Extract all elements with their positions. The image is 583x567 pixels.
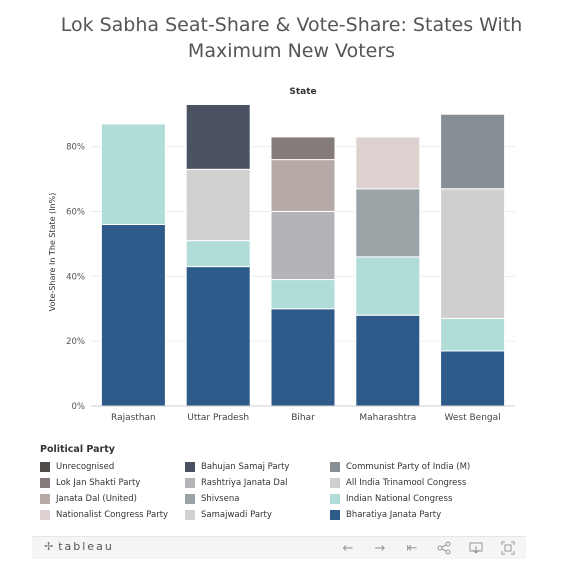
legend: Political Party Unrecognised Lok Jan Shak…	[40, 444, 560, 523]
bar-segment	[185, 240, 251, 268]
legend-item[interactable]: Bahujan Samaj Party	[185, 459, 330, 475]
legend-item[interactable]: Rashtriya Janata Dal	[185, 475, 330, 491]
chart-title-line2: Maximum New Voters	[187, 40, 396, 62]
legend-swatch	[185, 510, 195, 520]
legend-label: Shivsena	[201, 494, 240, 504]
chart-title: Lok Sabha Seat-Share & Vote-Share: State…	[0, 12, 583, 64]
legend-label: Lok Jan Shakti Party	[56, 478, 141, 488]
bar-segment	[100, 223, 166, 407]
legend-label: Indian National Congress	[346, 494, 453, 504]
legend-swatch	[185, 494, 195, 504]
legend-label: Bharatiya Janata Party	[346, 510, 442, 520]
legend-swatch	[330, 510, 340, 520]
legend-swatch	[40, 510, 50, 520]
revert-icon[interactable]: ⇤	[406, 540, 418, 556]
bar-segment	[270, 210, 336, 281]
legend-label: Unrecognised	[56, 462, 115, 472]
legend-swatch	[330, 494, 340, 504]
legend-item[interactable]: Lok Jan Shakti Party	[40, 475, 185, 491]
y-tick-label: 0%	[72, 402, 86, 412]
bar-segment	[270, 279, 336, 310]
bar-segment	[355, 256, 421, 316]
legend-title: Political Party	[40, 444, 115, 455]
legend-label: Rashtriya Janata Dal	[201, 478, 288, 488]
bar-segment	[185, 168, 251, 242]
legend-item[interactable]: Unrecognised	[40, 459, 185, 475]
legend-label: Communist Party of India (M)	[346, 462, 471, 472]
tableau-plus-icon: ✢	[44, 540, 56, 553]
legend-label: Janata Dal (United)	[56, 494, 137, 504]
tableau-toolbar: ✢ tableau ← → ⇤	[32, 536, 526, 559]
bar-segment	[270, 136, 336, 161]
x-tick-label: Rajasthan	[111, 413, 156, 423]
chart-title-line1: Lok Sabha Seat-Share & Vote-Share: State…	[60, 14, 523, 36]
toolbar-icons: ← → ⇤	[338, 539, 518, 557]
legend-item[interactable]: Indian National Congress	[330, 491, 520, 507]
legend-swatch	[330, 478, 340, 488]
undo-icon[interactable]: ←	[342, 540, 354, 556]
legend-label: Samajwadi Party	[201, 510, 272, 520]
y-tick-label: 40%	[66, 272, 85, 282]
bar-segment	[100, 123, 166, 225]
legend-swatch	[185, 462, 195, 472]
bar-chart: State 0% 20% 40% 60% 80% Vote-Share In The Sta…	[48, 87, 515, 423]
bar-segment	[355, 188, 421, 258]
bar-segment	[185, 103, 251, 170]
x-tick-label: Maharashtra	[359, 413, 416, 423]
bar-segment	[440, 188, 506, 319]
x-tick-label: West Bengal	[445, 413, 501, 423]
y-tick-label: 80%	[66, 143, 85, 153]
legend-item[interactable]: Communist Party of India (M)	[330, 459, 520, 475]
tableau-brand-text: tableau	[58, 540, 114, 553]
legend-swatch	[40, 462, 50, 472]
tableau-logo[interactable]: ✢ tableau	[44, 540, 114, 553]
x-tick-label: Uttar Pradesh	[187, 413, 249, 423]
fullscreen-icon[interactable]	[498, 539, 518, 557]
y-tick-label: 20%	[66, 337, 85, 347]
bar-segment	[270, 159, 336, 212]
bar-segment	[185, 266, 251, 407]
legend-item[interactable]: Shivsena	[185, 491, 330, 507]
bar-segment	[440, 113, 506, 190]
y-axis-label: Vote-Share In The State (In%)	[48, 193, 57, 312]
bar-segment	[355, 136, 421, 190]
legend-swatch	[40, 494, 50, 504]
bar-segment	[270, 308, 336, 407]
bar-segment	[440, 350, 506, 407]
legend-item[interactable]: Nationalist Congress Party	[40, 507, 185, 523]
bar-segment	[440, 317, 506, 352]
legend-item[interactable]: Janata Dal (United)	[40, 491, 185, 507]
legend-swatch	[330, 462, 340, 472]
legend-items: Unrecognised Lok Jan Shakti Party Janata D…	[40, 459, 560, 523]
legend-item[interactable]: Samajwadi Party	[185, 507, 330, 523]
column-header: State	[289, 87, 316, 97]
legend-swatch	[185, 478, 195, 488]
legend-item[interactable]: All India Trinamool Congress	[330, 475, 520, 491]
legend-label: Nationalist Congress Party	[56, 510, 169, 520]
share-icon[interactable]	[434, 539, 454, 557]
legend-label: Bahujan Samaj Party	[201, 462, 290, 472]
x-tick-label: Bihar	[291, 413, 315, 423]
redo-icon[interactable]: →	[374, 540, 386, 556]
legend-swatch	[40, 478, 50, 488]
download-icon[interactable]	[466, 539, 486, 557]
y-tick-label: 60%	[66, 207, 85, 217]
legend-label: All India Trinamool Congress	[346, 478, 467, 488]
legend-item[interactable]: Bharatiya Janata Party	[330, 507, 520, 523]
bar-segment	[355, 314, 421, 407]
